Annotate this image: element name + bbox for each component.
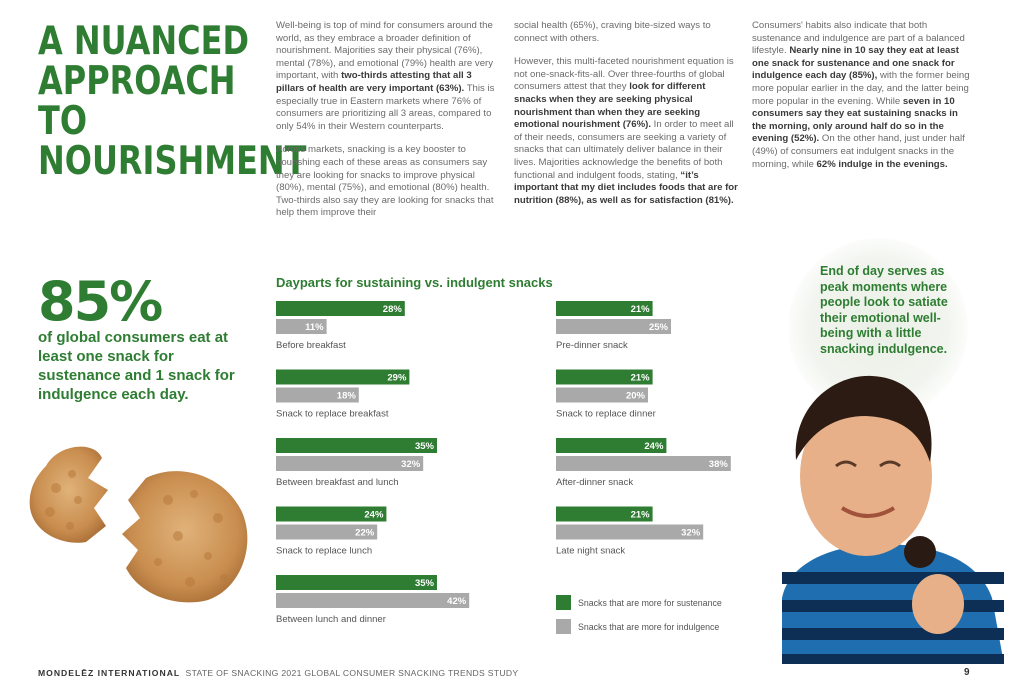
- bar-value-label: 21%: [631, 304, 651, 315]
- legend-swatch: [556, 595, 571, 610]
- bar-value-label: 18%: [337, 391, 357, 402]
- bar-sustenance: [556, 301, 653, 316]
- text-run: two-thirds attesting that all 3 pillars …: [276, 70, 472, 94]
- category-label: Snack to replace breakfast: [276, 409, 389, 420]
- bar-sustenance: [276, 506, 387, 522]
- text-run: 62% indulge in the evenings.: [816, 158, 948, 170]
- bar-indulgence: [276, 456, 424, 471]
- category-label: Late night snack: [556, 546, 625, 557]
- bar-value-label: 32%: [681, 528, 701, 539]
- bar-indulgence: [276, 524, 378, 540]
- bar-value-label: 11%: [305, 322, 324, 333]
- footer-study: STATE OF SNACKING 2021 GLOBAL CONSUMER S…: [185, 668, 519, 678]
- col2-paragraph-2: However, this multi-faceted nourishment …: [514, 56, 738, 207]
- bar-value-label: 38%: [709, 459, 729, 470]
- col1-paragraph-1: Well-being is top of mind for consumers …: [276, 20, 498, 133]
- category-label: Before breakfast: [276, 340, 346, 351]
- bar-indulgence: [276, 319, 327, 334]
- text-run: seven in 10 consumers say they eat susta…: [752, 95, 958, 145]
- bar-sustenance: [276, 575, 437, 590]
- bar-value-label: 21%: [631, 510, 651, 521]
- bar-value-label: 25%: [649, 322, 669, 333]
- bar-value-label: 24%: [364, 510, 384, 521]
- bar-sustenance: [276, 301, 405, 316]
- bar-indulgence: [276, 387, 359, 403]
- legend-label: Snacks that are more for indulgence: [578, 622, 719, 632]
- text-run: In order to meet all of their needs, con…: [514, 119, 734, 181]
- text-run: Well-being is top of mind for consumers …: [276, 20, 494, 82]
- category-label: Snack to replace lunch: [276, 546, 372, 557]
- text-run: However, this multi-faceted nourishment …: [514, 56, 734, 93]
- col3-paragraph-1: Consumers' habits also indicate that bot…: [752, 20, 974, 171]
- bar-indulgence: [276, 593, 470, 608]
- bar-value-label: 29%: [387, 373, 407, 384]
- col1-paragraph-2: Across markets, snacking is a key booste…: [276, 144, 494, 219]
- footer-brand: MONDELĒZ INTERNATIONAL: [38, 668, 181, 678]
- intro-column-3: Consumers' habits also indicate that bot…: [752, 20, 974, 182]
- bar-sustenance: [276, 438, 437, 453]
- footer: MONDELĒZ INTERNATIONAL STATE OF SNACKING…: [38, 668, 518, 678]
- cookie-image: [29, 446, 248, 603]
- bar-value-label: 35%: [415, 578, 435, 589]
- daypart-bar-chart: 28% 11% Before breakfast 29% 18% Snack to rep…: [276, 301, 731, 634]
- bar-value-label: 20%: [626, 391, 646, 402]
- bar-indulgence: [556, 456, 731, 471]
- bar-value-label: 28%: [383, 304, 403, 315]
- bar-indulgence: [556, 319, 671, 334]
- bar-value-label: 22%: [355, 528, 375, 539]
- bar-value-label: 35%: [415, 441, 435, 452]
- page-number: 9: [964, 667, 970, 678]
- page-title: A NUANCED APPROACH TO NOURISHMENT: [38, 19, 307, 184]
- text-run: Consumers' habits also indicate that bot…: [752, 20, 965, 57]
- category-label: After-dinner snack: [556, 477, 633, 488]
- text-run: Nearly nine in 10 say they eat at least …: [752, 45, 959, 82]
- bar-sustenance: [556, 369, 653, 385]
- legend-swatch: [556, 619, 571, 634]
- boy-eating-cookie-image: [782, 375, 1004, 664]
- bar-value-label: 42%: [447, 596, 467, 607]
- bubble-text: End of day serves as peak moments where …: [820, 264, 948, 356]
- bar-value-label: 32%: [401, 459, 421, 470]
- bar-value-label: 21%: [631, 373, 651, 384]
- intro-column-2: social health (65%), craving bite-sized …: [514, 20, 738, 218]
- col2-paragraph-1: social health (65%), craving bite-sized …: [514, 20, 711, 44]
- stat-description: of global consumers eat at least one sna…: [38, 329, 235, 403]
- category-label: Snack to replace dinner: [556, 409, 656, 420]
- bar-indulgence: [556, 387, 648, 403]
- text-run: look for different snacks when they are …: [514, 81, 706, 131]
- bar-value-label: 24%: [644, 441, 664, 452]
- text-run: “it’s important that my diet includes fo…: [514, 169, 738, 206]
- chart-title: Dayparts for sustaining vs. indulgent sn…: [276, 275, 553, 290]
- bar-sustenance: [276, 369, 410, 385]
- category-label: Between breakfast and lunch: [276, 477, 399, 488]
- bar-sustenance: [556, 438, 667, 453]
- bar-indulgence: [556, 524, 704, 540]
- stat-value: 85%: [38, 270, 163, 333]
- text-run: On the other hand, just under half (49%)…: [752, 133, 965, 170]
- intro-column-1: Well-being is top of mind for consumers …: [276, 20, 498, 231]
- text-run: with the former being more popular earli…: [752, 70, 970, 107]
- category-label: Pre-dinner snack: [556, 340, 628, 351]
- bar-sustenance: [556, 506, 653, 522]
- legend-label: Snacks that are more for sustenance: [578, 598, 722, 608]
- text-run: This is especially true in Eastern marke…: [276, 82, 495, 132]
- category-label: Between lunch and dinner: [276, 614, 386, 625]
